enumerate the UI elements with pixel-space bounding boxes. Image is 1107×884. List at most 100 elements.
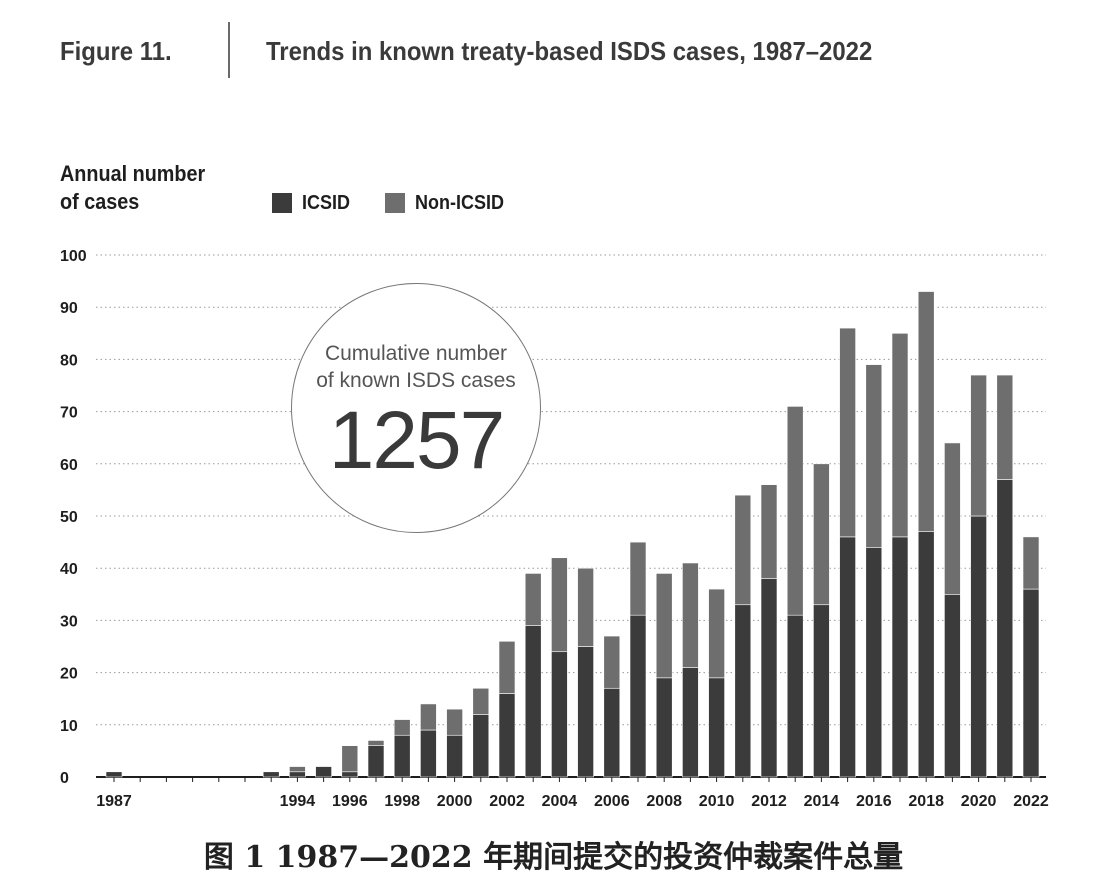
bar-icsid <box>629 614 647 778</box>
bar-non-icsid <box>996 374 1014 480</box>
bar-non-icsid <box>839 327 856 538</box>
x-tick-label: 2014 <box>804 793 840 810</box>
x-tick-label: 2020 <box>961 793 997 810</box>
bar-icsid <box>682 667 699 778</box>
x-tick-label: 2012 <box>751 793 787 810</box>
bar-icsid <box>551 651 568 778</box>
bar-non-icsid <box>865 364 883 548</box>
bar-icsid <box>341 771 359 778</box>
bar-non-icsid <box>708 588 725 679</box>
y-tick-label: 0 <box>60 770 69 787</box>
legend-item-non-icsid: Non-ICSID <box>385 192 514 215</box>
bar-icsid <box>577 646 594 778</box>
bar-icsid <box>760 578 778 778</box>
bar-icsid <box>891 536 909 778</box>
x-tick-label: 2004 <box>542 793 578 810</box>
y-tick-label: 60 <box>60 457 78 474</box>
bar-icsid <box>498 693 516 778</box>
bar-icsid <box>472 714 490 778</box>
legend-item-icsid: ICSID <box>272 192 355 215</box>
bar-icsid <box>734 604 752 778</box>
bar-non-icsid <box>341 745 359 773</box>
bar-non-icsid <box>551 557 568 653</box>
y-tick-label: 40 <box>60 561 78 578</box>
bar-non-icsid <box>420 703 437 731</box>
bar-icsid <box>393 734 411 778</box>
bar-non-icsid <box>446 708 463 736</box>
y-tick-label: 100 <box>60 248 87 265</box>
x-tick-label: 2010 <box>699 793 735 810</box>
bar-non-icsid <box>603 635 621 689</box>
header-divider <box>228 22 230 78</box>
bar-non-icsid <box>1022 536 1040 590</box>
bar-non-icsid <box>760 484 778 579</box>
y-tick-label: 20 <box>60 666 78 683</box>
callout-label-line1: Cumulative number <box>324 342 508 365</box>
bar-icsid <box>1022 588 1040 778</box>
y-axis-title-line2: of cases <box>60 189 140 214</box>
y-tick-label: 90 <box>60 300 78 317</box>
bar-non-icsid <box>682 562 699 668</box>
x-tick-label: 2008 <box>646 793 682 810</box>
bar-non-icsid <box>629 541 647 616</box>
x-tick-label: 2016 <box>856 793 892 810</box>
bar-icsid <box>367 745 385 778</box>
bar-icsid <box>944 593 961 778</box>
x-tick-label: 2018 <box>908 793 944 810</box>
bar-icsid <box>917 531 935 778</box>
x-tick-label: 1996 <box>332 793 368 810</box>
bar-icsid <box>839 536 856 778</box>
legend-swatch-icsid <box>272 193 292 213</box>
bar-non-icsid <box>917 291 935 532</box>
figure-title: Trends in known treaty-based ISDS cases,… <box>266 36 873 66</box>
chart-legend: ICSID Non-ICSID <box>272 190 544 216</box>
bar-non-icsid <box>786 406 804 616</box>
x-tick-label: 2006 <box>594 793 630 810</box>
bar-non-icsid <box>944 442 961 595</box>
bar-icsid <box>262 771 280 778</box>
x-tick-label: 1994 <box>280 793 316 810</box>
bar-icsid <box>524 625 542 778</box>
bar-non-icsid <box>577 567 594 647</box>
bar-icsid <box>315 766 332 778</box>
x-tick-label: 1998 <box>384 793 420 810</box>
bar-non-icsid <box>524 573 542 626</box>
x-tick-label: 1987 <box>96 793 132 810</box>
callout-value: 1257 <box>328 395 505 486</box>
bar-icsid <box>446 734 463 778</box>
figure-header: Figure 11. Trends in known treaty-based … <box>60 22 1060 82</box>
y-tick-label: 30 <box>60 613 78 630</box>
bar-icsid <box>105 771 123 778</box>
bar-non-icsid <box>393 719 411 736</box>
y-tick-label: 80 <box>60 352 78 369</box>
bar-non-icsid <box>970 374 987 517</box>
y-tick-label: 50 <box>60 509 78 526</box>
bar-non-icsid <box>289 766 306 773</box>
bar-non-icsid <box>498 640 516 694</box>
bar-icsid <box>865 547 883 778</box>
y-axis-title: Annual number of cases <box>60 160 205 216</box>
bar-non-icsid <box>367 740 385 746</box>
legend-label-icsid: ICSID <box>302 191 351 214</box>
y-tick-label: 10 <box>60 718 78 735</box>
bar-icsid <box>996 479 1014 778</box>
bar-icsid <box>708 677 725 778</box>
callout-label: Cumulative number of known ISDS cases <box>292 340 540 394</box>
bar-non-icsid <box>472 687 490 715</box>
bar-non-icsid <box>891 332 909 538</box>
bar-icsid <box>603 687 621 778</box>
legend-label-non-icsid: Non-ICSID <box>415 191 505 214</box>
y-tick-label: 70 <box>60 405 78 422</box>
bar-icsid <box>420 729 437 778</box>
x-tick-label: 2000 <box>437 793 473 810</box>
bar-non-icsid <box>813 463 830 606</box>
bar-icsid <box>970 515 987 778</box>
cumulative-cases-callout: Cumulative number of known ISDS cases 12… <box>291 283 541 533</box>
legend-swatch-non-icsid <box>385 193 406 213</box>
bar-non-icsid <box>655 573 673 679</box>
chinese-caption: 图 1 1987—2022 年期间提交的投资仲裁案件总量 <box>203 840 904 875</box>
callout-label-line2: of known ISDS cases <box>316 369 516 392</box>
bar-icsid <box>289 771 306 778</box>
y-axis-title-line1: Annual number <box>60 161 206 186</box>
